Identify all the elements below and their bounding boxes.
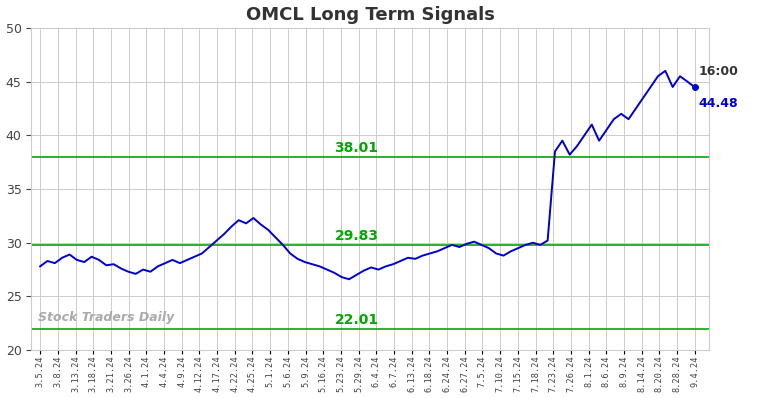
Text: 38.01: 38.01 [335, 141, 379, 155]
Title: OMCL Long Term Signals: OMCL Long Term Signals [245, 6, 495, 23]
Text: 44.48: 44.48 [699, 97, 738, 110]
Text: 16:00: 16:00 [699, 64, 739, 78]
Text: Stock Traders Daily: Stock Traders Daily [38, 311, 174, 324]
Text: 29.83: 29.83 [335, 229, 379, 243]
Text: 22.01: 22.01 [335, 313, 379, 327]
